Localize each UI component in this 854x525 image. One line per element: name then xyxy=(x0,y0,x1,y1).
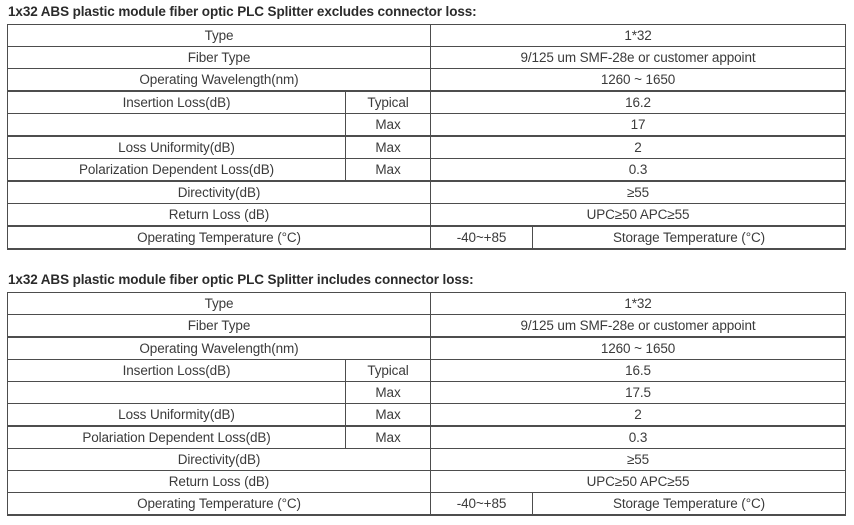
spec-table-excludes-connector-loss: Type 1*32 Fiber Type 9/125 um SMF-28e or… xyxy=(7,24,847,250)
row-value-cell: 1260 ~ 1650 xyxy=(429,336,847,360)
table-row: Directivity(dB) ≥55 xyxy=(7,448,847,471)
table-row: Return Loss (dB) UPC≥50 APC≥55 xyxy=(7,470,847,493)
row-label-cell: Loss Uniformity(dB) xyxy=(7,135,346,159)
row-label-cell: Insertion Loss(dB) xyxy=(7,359,346,382)
row-value-cell: 1260 ~ 1650 xyxy=(429,68,847,92)
row-sub-cell: Max xyxy=(345,425,431,449)
row-value-cell: 0.3 xyxy=(429,425,847,449)
row-label-cell: Directivity(dB) xyxy=(7,448,431,471)
row-label-cell xyxy=(7,381,346,404)
table-row: Return Loss (dB) UPC≥50 APC≥55 xyxy=(7,203,847,227)
table-row: Operating Wavelength(nm) 1260 ~ 1650 xyxy=(7,336,847,360)
row-value-cell: ≥55 xyxy=(429,448,847,471)
row-label-cell: Operating Temperature (°C) xyxy=(7,492,431,516)
row-value-cell: 17 xyxy=(429,113,847,137)
row-sub-cell: Typical xyxy=(345,90,431,114)
row-label-cell xyxy=(7,113,346,137)
row-value-cell: UPC≥50 APC≥55 xyxy=(429,470,847,493)
row-value-cell: UPC≥50 APC≥55 xyxy=(429,203,847,227)
table-row: Fiber Type 9/125 um SMF-28e or customer … xyxy=(7,46,847,69)
storage-temperature-cell: Storage Temperature (°C) xyxy=(531,492,847,516)
row-sub-cell: Max xyxy=(345,381,431,404)
row-value-cell: 0.3 xyxy=(429,158,847,182)
table-row: Insertion Loss(dB) Typical 16.5 xyxy=(7,359,847,382)
row-label-cell: Return Loss (dB) xyxy=(7,203,431,227)
table-row: Loss Uniformity(dB) Max 2 xyxy=(7,135,847,159)
table-row: Type 1*32 xyxy=(7,292,847,315)
row-sub-cell: Max xyxy=(345,158,431,182)
table-row: Operating Temperature (°C) -40~+85 Stora… xyxy=(7,225,847,250)
table-row: Max 17 xyxy=(7,113,847,137)
row-value-cell: -40~+85 xyxy=(430,225,533,250)
row-sub-cell: Max xyxy=(345,135,431,159)
spec-table-includes-connector-loss: Type 1*32 Fiber Type 9/125 um SMF-28e or… xyxy=(7,292,847,516)
row-label-cell: Return Loss (dB) xyxy=(7,470,431,493)
row-value-cell: -40~+85 xyxy=(430,492,533,516)
row-value-cell: 2 xyxy=(429,403,847,427)
row-label-cell: Loss Uniformity(dB) xyxy=(7,403,346,427)
table1-title: 1x32 ABS plastic module fiber optic PLC … xyxy=(8,4,477,19)
row-value-cell: 9/125 um SMF-28e or customer appoint xyxy=(429,46,847,69)
table-row: Loss Uniformity(dB) Max 2 xyxy=(7,403,847,427)
row-sub-cell: Max xyxy=(345,403,431,427)
row-value-cell: 2 xyxy=(429,135,847,159)
row-label-cell: Fiber Type xyxy=(7,46,431,69)
row-value-cell: 1*32 xyxy=(429,292,847,315)
row-value-cell: 16.5 xyxy=(429,359,847,382)
table-row: Directivity(dB) ≥55 xyxy=(7,180,847,204)
row-value-cell: 9/125 um SMF-28e or customer appoint xyxy=(429,314,847,338)
row-label-cell: Directivity(dB) xyxy=(7,180,431,204)
row-value-cell: 17.5 xyxy=(429,381,847,404)
table-row: Type 1*32 xyxy=(7,24,847,47)
row-label-cell: Type xyxy=(7,24,431,47)
row-sub-cell: Max xyxy=(345,113,431,137)
row-sub-cell: Typical xyxy=(345,359,431,382)
row-label-cell: Operating Temperature (°C) xyxy=(7,225,431,250)
table-row: Fiber Type 9/125 um SMF-28e or customer … xyxy=(7,314,847,338)
table2-title: 1x32 ABS plastic module fiber optic PLC … xyxy=(8,272,474,287)
storage-temperature-cell: Storage Temperature (°C) xyxy=(531,225,847,250)
table-row: Operating Wavelength(nm) 1260 ~ 1650 xyxy=(7,68,847,92)
row-label-cell: Operating Wavelength(nm) xyxy=(7,336,431,360)
row-label-cell: Fiber Type xyxy=(7,314,431,338)
table-row: Polariation Dependent Loss(dB) Max 0.3 xyxy=(7,425,847,449)
table-row: Operating Temperature (°C) -40~+85 Stora… xyxy=(7,492,847,516)
row-value-cell: 16.2 xyxy=(429,90,847,114)
row-label-cell: Polariation Dependent Loss(dB) xyxy=(7,425,346,449)
table-row: Max 17.5 xyxy=(7,381,847,404)
row-label-cell: Insertion Loss(dB) xyxy=(7,90,346,114)
row-value-cell: ≥55 xyxy=(429,180,847,204)
table-row: Insertion Loss(dB) Typical 16.2 xyxy=(7,90,847,114)
row-label-cell: Type xyxy=(7,292,431,315)
row-value-cell: 1*32 xyxy=(429,24,847,47)
row-label-cell: Polarization Dependent Loss(dB) xyxy=(7,158,346,182)
row-label-cell: Operating Wavelength(nm) xyxy=(7,68,431,92)
table-row: Polarization Dependent Loss(dB) Max 0.3 xyxy=(7,158,847,182)
